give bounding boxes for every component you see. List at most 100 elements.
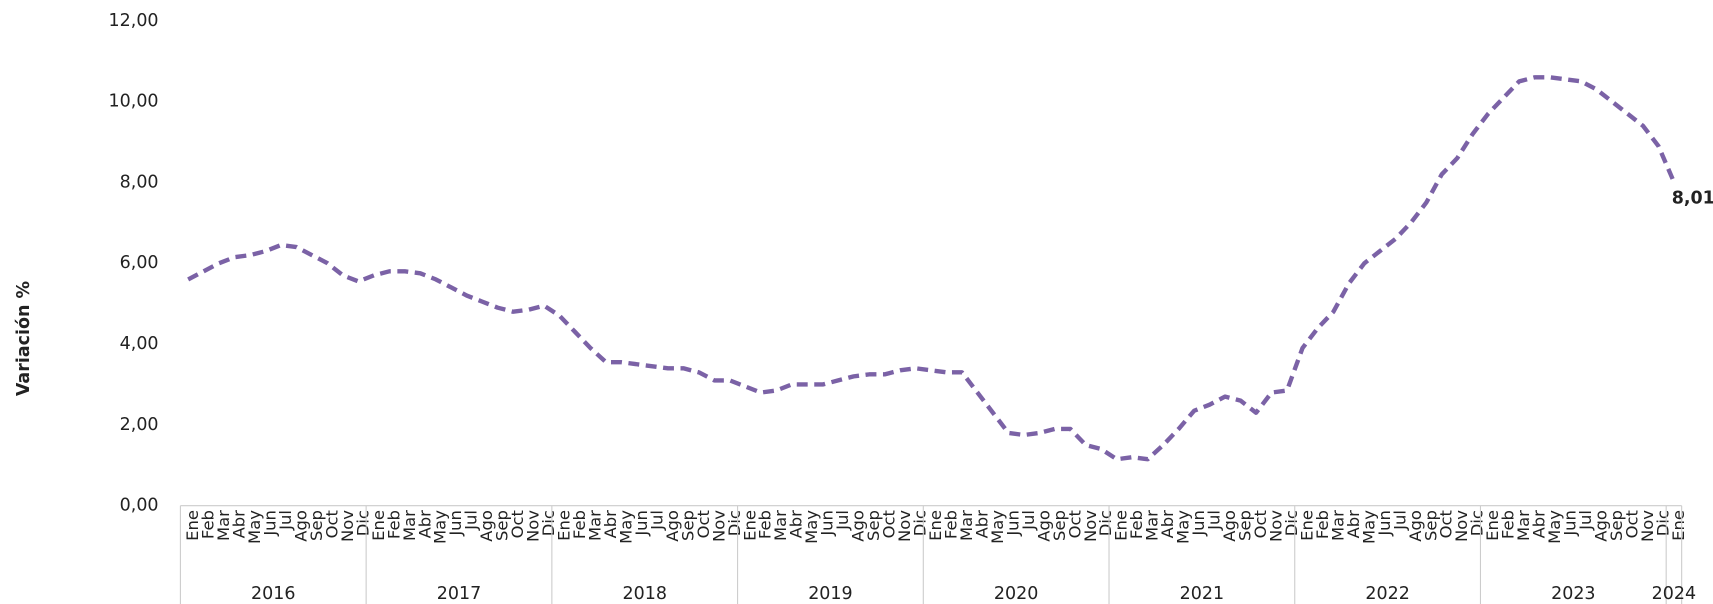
x-tick-label: Dic [725,510,744,536]
x-tick-label: Ene [740,510,759,541]
x-tick-label: Jun [818,510,837,537]
x-tick-label: Abr [1344,510,1363,539]
y-tick-label: 8,00 [120,172,159,192]
x-tick-label: Ago [291,510,310,542]
x-tick-label: Sep [864,510,883,541]
x-tick-label: May [245,510,264,544]
x-tick-label: Abr [601,510,620,539]
data-label: 8,01 [1672,188,1713,208]
year-label: 2022 [1365,584,1409,604]
x-tick-label: Mar [957,510,976,541]
x-tick-label: Oct [1622,509,1641,538]
year-label: 2016 [251,584,295,604]
x-tick-label: Mar [1514,510,1533,541]
x-tick-label: Feb [756,510,775,539]
x-tick-label: Ago [849,510,868,542]
x-tick-label: Ago [1592,510,1611,542]
y-tick-label: 6,00 [120,253,159,273]
x-tick-label: Jul [1390,510,1409,531]
x-tick-label: Oct [1065,509,1084,538]
x-tick-label: Dic [911,510,930,536]
x-tick-label: May [1545,510,1564,544]
x-tick-label: Dic [1282,510,1301,536]
x-tick-label: Sep [307,510,326,541]
year-label: 2024 [1652,584,1696,604]
x-tick-label: Ene [1297,510,1316,541]
x-tick-label: Jun [1561,510,1580,537]
x-tick-label: Ene [1483,510,1502,541]
x-tick-label: Dic [1653,510,1672,536]
x-tick-label: Nov [1081,510,1100,542]
x-tick-label: Nov [524,510,543,542]
x-tick-label: Jun [260,510,279,537]
x-tick-label: Nov [1638,510,1657,542]
x-tick-label: Oct [322,509,341,538]
x-tick-label: Ene [555,510,574,541]
x-tick-label: Dic [353,510,372,536]
x-tick-label: Ago [477,510,496,542]
x-tick-label: Jul [276,510,295,531]
y-tick-label: 10,00 [109,92,159,112]
x-tick-label: Ago [663,510,682,542]
x-tick-label: May [1174,510,1193,544]
x-tick-label: Jul [1019,510,1038,531]
x-tick-label: Feb [1127,510,1146,539]
year-label: 2018 [622,584,666,604]
x-tick-label: Mar [586,510,605,541]
x-tick-label: Mar [214,510,233,541]
x-tick-label: May [1359,510,1378,544]
x-tick-label: Oct [1437,509,1456,538]
x-tick-label: Sep [493,510,512,541]
y-axis-label: Variación % [14,281,34,396]
x-tick-label: Nov [338,510,357,542]
x-tick-label: Nov [709,510,728,542]
x-tick-label: Jun [1003,510,1022,537]
x-tick-label: May [802,510,821,544]
x-tick-label: Nov [1266,510,1285,542]
x-tick-label: Feb [199,510,218,539]
year-label: 2021 [1180,584,1224,604]
x-tick-label: Abr [1530,510,1549,539]
x-tick-label: Jun [446,510,465,537]
x-tick-label: Sep [678,510,697,541]
x-tick-label: Ene [183,510,202,541]
x-tick-label: Jul [1576,510,1595,531]
y-tick-label: 2,00 [120,415,159,435]
x-tick-label: Feb [1313,510,1332,539]
x-tick-label: Feb [384,510,403,539]
year-label: 2019 [808,584,852,604]
x-tick-label: Dic [539,510,558,536]
x-tick-label: Ago [1220,510,1239,542]
x-tick-label: Ago [1406,510,1425,542]
x-tick-label: Nov [895,510,914,542]
x-tick-label: Oct [508,509,527,538]
x-tick-label: Mar [771,510,790,541]
x-tick-label: Sep [1236,510,1255,541]
x-tick-label: Oct [1251,509,1270,538]
x-tick-label: May [616,510,635,544]
x-tick-label: May [431,510,450,544]
x-tick-label: Dic [1468,510,1487,536]
x-tick-label: Ene [1112,510,1131,541]
x-tick-label: Oct [880,509,899,538]
x-tick-label: Ene [369,510,388,541]
x-tick-label: Mar [1143,510,1162,541]
x-tick-label: Ene [926,510,945,541]
x-tick-label: Abr [415,510,434,539]
x-tick-label: Dic [1096,510,1115,536]
x-tick-label: Jul [647,510,666,531]
x-tick-label: Nov [1452,510,1471,542]
x-tick-label: Jun [1375,510,1394,537]
x-tick-label: Mar [400,510,419,541]
x-tick-label: Ago [1034,510,1053,542]
x-tick-label: Oct [694,509,713,538]
x-tick-label: Jun [1189,510,1208,537]
x-tick-label: Abr [972,510,991,539]
x-tick-label: Sep [1050,510,1069,541]
y-tick-label: 4,00 [120,334,159,354]
data-line [187,75,1676,462]
x-tick-label: Feb [1499,510,1518,539]
x-tick-label: Feb [941,510,960,539]
x-tick-label: Jul [833,510,852,531]
